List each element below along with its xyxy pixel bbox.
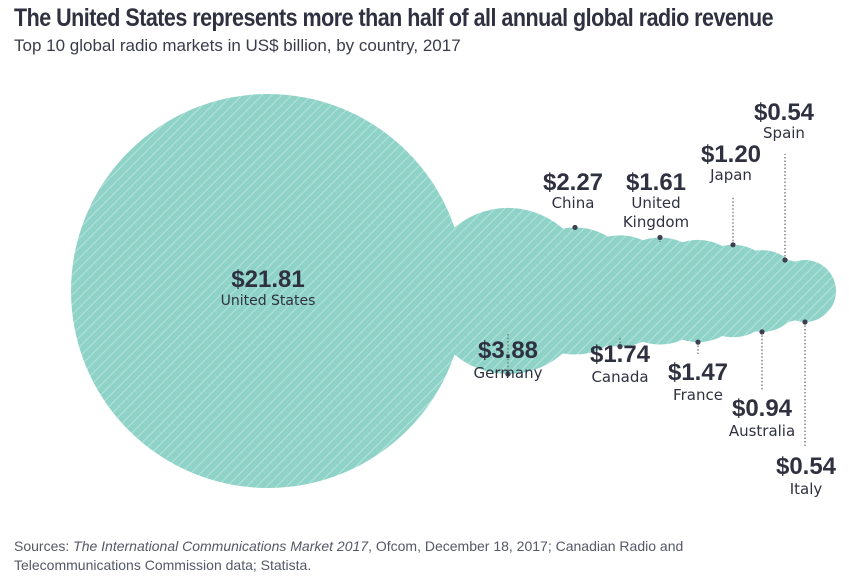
leader-dot-japan <box>730 242 736 248</box>
value-label-australia: $0.94 <box>732 395 793 422</box>
country-label-united-states: United States <box>221 293 316 309</box>
source-prefix: Sources: <box>14 538 74 554</box>
leader-dot-spain <box>782 257 788 263</box>
leader-dot-france <box>695 339 701 345</box>
country-label-canada: Canada <box>591 368 648 386</box>
country-label-italy: Italy <box>790 480 823 498</box>
leader-dot-united-kingdom <box>657 234 663 241</box>
chart-subtitle: Top 10 global radio markets in US$ billi… <box>14 36 461 55</box>
leader-dot-china <box>572 224 578 231</box>
country-label-australia: Australia <box>729 422 795 440</box>
country-label-united-kingdom-line2: Kingdom <box>623 213 689 231</box>
country-label-germany: Germany <box>474 364 543 382</box>
leader-dot-italy <box>802 319 808 325</box>
value-label-united-kingdom: $1.61 <box>626 169 686 196</box>
leader-dot-germany <box>505 371 511 377</box>
value-label-canada: $1.74 <box>590 341 651 368</box>
country-label-france: France <box>673 386 723 404</box>
source-title: The International Communications Market … <box>73 538 369 554</box>
country-label-china: China <box>552 194 595 212</box>
value-label-japan: $1.20 <box>701 141 761 168</box>
chart-title: The United States represents more than h… <box>14 4 774 32</box>
leader-dot-canada <box>617 344 623 350</box>
leader-dot-australia <box>759 329 765 335</box>
value-label-france: $1.47 <box>668 359 728 386</box>
country-label-spain: Spain <box>763 124 805 142</box>
value-label-germany: $3.88 <box>478 337 538 364</box>
value-label-china: $2.27 <box>543 169 603 196</box>
value-label-spain: $0.54 <box>754 99 815 126</box>
source-rest: , Ofcom, December 18, 2017; Canadian Rad… <box>14 538 684 573</box>
bubble-united-states <box>71 94 465 488</box>
bubble-italy <box>774 260 836 322</box>
country-label-japan: Japan <box>709 166 752 184</box>
source-note: Sources: The International Communication… <box>14 537 774 575</box>
value-label-united-states: $21.81 <box>231 266 304 293</box>
country-label-united-kingdom: United <box>631 194 680 212</box>
value-label-italy: $0.54 <box>776 453 837 480</box>
